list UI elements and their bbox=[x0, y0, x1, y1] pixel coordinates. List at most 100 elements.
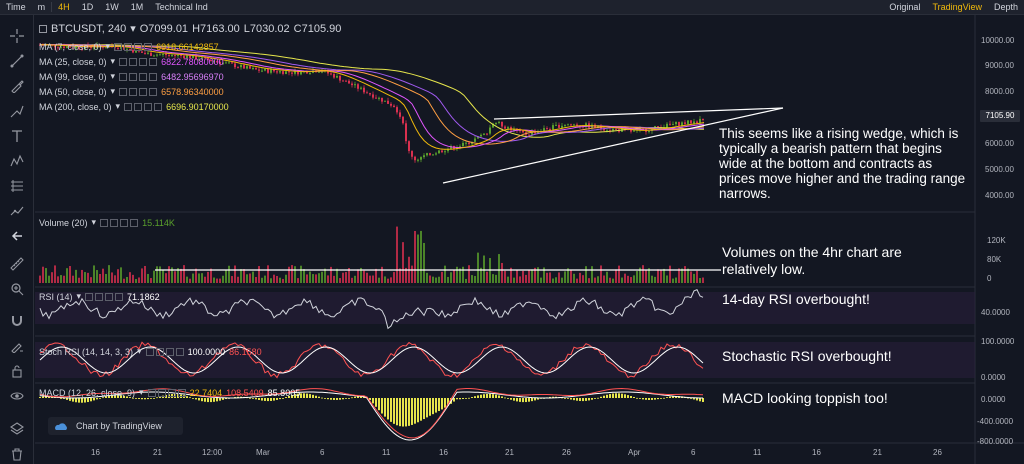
tradingview-view-button[interactable]: TradingView bbox=[932, 1, 982, 12]
lock-icon[interactable] bbox=[8, 362, 26, 380]
legend-buttons[interactable] bbox=[85, 292, 124, 301]
ma-99-legend[interactable]: MA (99, close, 0) ▾ 6482.95696970 bbox=[39, 71, 224, 82]
volume-bar bbox=[150, 278, 152, 283]
macd-hist-bar bbox=[693, 398, 695, 400]
chart-type-icon[interactable] bbox=[39, 24, 47, 33]
chevron-down-icon[interactable]: ▾ bbox=[110, 86, 116, 96]
tradingview-cloud-icon bbox=[55, 423, 67, 430]
pitchfork-icon[interactable] bbox=[8, 102, 26, 120]
ma-50-value: 6578.96340000 bbox=[161, 86, 224, 97]
volume-legend[interactable]: Volume (20) ▾ 15.114K bbox=[39, 217, 175, 228]
chevron-down-icon[interactable]: ▾ bbox=[115, 101, 121, 111]
candle-body bbox=[174, 55, 176, 57]
volume-bar bbox=[123, 278, 125, 283]
projection-icon[interactable] bbox=[8, 202, 26, 220]
symbol-legend[interactable]: BTCUSDT, 240 ▾ O7099.01 H7163.00 L7030.0… bbox=[39, 22, 341, 35]
chart-canvas[interactable] bbox=[35, 15, 1024, 464]
tradingview-watermark[interactable]: Chart by TradingView bbox=[48, 417, 183, 435]
technical-indicators-button[interactable]: Technical Ind bbox=[155, 1, 208, 12]
legend-buttons[interactable] bbox=[147, 388, 186, 397]
macd-hist-bar bbox=[534, 398, 536, 401]
macd-hist-bar bbox=[405, 398, 407, 427]
ma-200-legend[interactable]: MA (200, close, 0) ▾ 6696.90170000 bbox=[39, 101, 229, 112]
interval-1w-button[interactable]: 1W bbox=[105, 1, 119, 12]
ma-50-legend[interactable]: MA (50, close, 0) ▾ 6578.96340000 bbox=[39, 86, 224, 97]
candle-body bbox=[378, 97, 380, 99]
macd-hist-bar bbox=[42, 396, 44, 398]
candle-body bbox=[447, 149, 449, 152]
depth-view-button[interactable]: Depth bbox=[993, 1, 1018, 12]
back-arrow-icon[interactable] bbox=[8, 227, 26, 245]
macd-legend[interactable]: MACD (12, 26, close, 9) ▾ 22.7404 108.540… bbox=[39, 387, 300, 398]
time-tick: 16 bbox=[91, 448, 100, 457]
legend-buttons[interactable] bbox=[145, 347, 184, 356]
low-value: L7030.02 bbox=[243, 22, 290, 35]
volume-bar bbox=[444, 265, 446, 283]
volume-bar bbox=[357, 269, 359, 283]
fib-icon[interactable] bbox=[8, 177, 26, 195]
interval-4h-button[interactable]: 4H bbox=[58, 1, 70, 12]
macd-hist-bar bbox=[672, 396, 674, 398]
chevron-down-icon[interactable]: ▾ bbox=[130, 23, 136, 35]
legend-buttons[interactable] bbox=[119, 57, 158, 66]
volume-bar bbox=[486, 271, 488, 283]
chevron-down-icon[interactable]: ▾ bbox=[110, 71, 116, 81]
price-tick: 10000.00 bbox=[981, 36, 1015, 45]
volume-bar bbox=[312, 274, 314, 283]
time-button[interactable]: Time bbox=[6, 1, 26, 12]
trash-icon[interactable] bbox=[8, 445, 26, 463]
interval-1m-button[interactable]: 1M bbox=[130, 1, 144, 12]
brush-icon[interactable] bbox=[8, 77, 26, 95]
volume-bar bbox=[411, 265, 413, 283]
pattern-icon[interactable] bbox=[8, 152, 26, 170]
legend-buttons[interactable] bbox=[114, 42, 153, 51]
original-view-button[interactable]: Original bbox=[889, 1, 921, 12]
ruler-icon[interactable] bbox=[8, 255, 26, 273]
volume-bar bbox=[441, 271, 443, 283]
minutes-dropdown[interactable]: m bbox=[37, 1, 46, 12]
volume-bar bbox=[333, 275, 335, 283]
wedge-upper-line[interactable] bbox=[493, 107, 784, 120]
volume-bars bbox=[39, 226, 704, 283]
macd-hist-bar bbox=[282, 398, 284, 399]
chevron-down-icon[interactable]: ▾ bbox=[105, 41, 111, 51]
drawing-mode-icon[interactable] bbox=[8, 337, 26, 355]
chevron-down-icon[interactable]: ▾ bbox=[76, 291, 82, 301]
macd-hist-bar bbox=[78, 398, 80, 403]
magnet-icon[interactable] bbox=[8, 312, 26, 330]
text-icon[interactable] bbox=[8, 127, 26, 145]
chevron-down-icon[interactable]: ▾ bbox=[91, 217, 97, 227]
legend-buttons[interactable] bbox=[119, 87, 158, 96]
eye-icon[interactable] bbox=[8, 387, 26, 405]
legend-buttons[interactable] bbox=[124, 102, 163, 111]
time-tick: 21 bbox=[873, 448, 882, 457]
chevron-down-icon[interactable]: ▾ bbox=[139, 387, 144, 397]
stoch-legend[interactable]: Stoch RSI (14, 14, 3, 3) ▾ 100.0000 86.15… bbox=[39, 346, 262, 357]
candle-body bbox=[162, 53, 164, 55]
layers-icon[interactable] bbox=[8, 420, 26, 438]
trend-line-icon[interactable] bbox=[8, 52, 26, 70]
candle-body bbox=[192, 55, 194, 59]
macd-hist-bar bbox=[633, 396, 635, 398]
candle-body bbox=[285, 71, 287, 74]
macd-hist-bar bbox=[393, 398, 395, 424]
macd-hist-bar bbox=[657, 398, 659, 400]
chevron-down-icon[interactable]: ▾ bbox=[110, 56, 116, 66]
wedge-lower-line[interactable] bbox=[442, 107, 784, 184]
candle-body bbox=[204, 57, 206, 59]
chevron-down-icon[interactable]: ▾ bbox=[137, 346, 142, 356]
crosshair-icon[interactable] bbox=[8, 27, 26, 45]
candle-body bbox=[450, 145, 452, 150]
volume-bar bbox=[141, 268, 143, 283]
macd-hist-bar bbox=[549, 396, 551, 398]
stoch-band bbox=[35, 342, 975, 378]
interval-1d-button[interactable]: 1D bbox=[81, 1, 94, 12]
zoom-icon[interactable] bbox=[8, 280, 26, 298]
legend-buttons[interactable] bbox=[119, 72, 158, 81]
ma-7-legend[interactable]: MA (7, close, 0) ▾ 6918.66142857 bbox=[39, 41, 219, 52]
rsi-legend[interactable]: RSI (14) ▾ 71.1862 bbox=[39, 291, 160, 302]
ma-25-legend[interactable]: MA (25, close, 0) ▾ 6822.78080000 bbox=[39, 56, 224, 67]
macd-hist-bar bbox=[192, 398, 194, 399]
chart-area[interactable]: BTCUSDT, 240 ▾ O7099.01 H7163.00 L7030.0… bbox=[35, 15, 1024, 464]
legend-buttons[interactable] bbox=[100, 218, 139, 227]
